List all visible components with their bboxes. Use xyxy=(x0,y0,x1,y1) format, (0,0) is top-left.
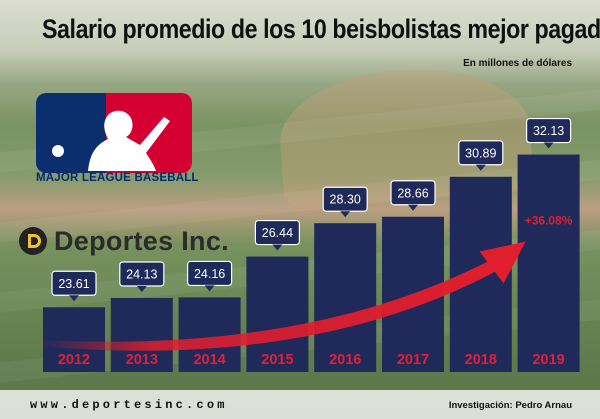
value-callout-pointer xyxy=(272,244,283,251)
bar-2015 xyxy=(246,256,309,372)
brand-name: Deportes Inc. xyxy=(54,225,229,256)
value-callout-pointer xyxy=(475,164,486,171)
value-callout: 32.13 xyxy=(525,117,572,149)
year-label: 2015 xyxy=(261,352,293,368)
value-callout: 30.89 xyxy=(458,140,504,171)
footer-bar xyxy=(0,390,600,419)
value-callout-pointer xyxy=(136,285,147,292)
growth-annotation: +36.08% xyxy=(525,214,573,228)
bar-2013 xyxy=(110,297,173,372)
year-label: 2013 xyxy=(126,352,158,368)
growth-arrow-layer xyxy=(39,241,526,351)
bar-2016 xyxy=(314,223,377,372)
value-label: 32.13 xyxy=(533,124,564,138)
growth-arrow-shaft xyxy=(39,259,496,351)
value-callout-pointer xyxy=(543,142,554,149)
value-label: 28.30 xyxy=(330,193,361,207)
value-label: 26.44 xyxy=(262,226,293,240)
bar-2012 xyxy=(43,307,105,372)
value-callout-pointer xyxy=(204,285,215,292)
value-callout: 28.66 xyxy=(390,180,436,211)
mlb-logo-icon xyxy=(36,93,192,173)
year-label: 2017 xyxy=(397,352,429,368)
year-label: 2012 xyxy=(58,352,90,368)
value-callout: 28.30 xyxy=(322,186,368,218)
brand-logo: Deportes Inc. xyxy=(18,224,229,258)
value-label: 30.89 xyxy=(465,146,496,160)
value-callout-pointer xyxy=(69,295,79,302)
value-callout: 26.44 xyxy=(254,219,300,251)
year-label: 2019 xyxy=(532,352,564,368)
value-label: 24.16 xyxy=(194,267,225,281)
value-callout-pointer xyxy=(408,204,418,211)
growth-arrow-head xyxy=(479,241,526,284)
value-callout: 24.13 xyxy=(119,261,165,292)
chart-subtitle: En millones de dólares xyxy=(463,58,572,69)
value-callout-pointer xyxy=(340,211,351,218)
website-url: www.deportesinc.com xyxy=(30,398,228,412)
value-callout: 24.16 xyxy=(187,260,233,292)
value-label: 24.13 xyxy=(126,267,157,281)
year-label: 2018 xyxy=(465,352,497,368)
deportes-logo-icon xyxy=(19,227,47,255)
page-title: Salario promedio de los 10 beisbolistas … xyxy=(42,14,600,44)
value-label: 28.66 xyxy=(397,186,428,200)
mlb-wordmark: MAJOR LEAGUE BASEBALL xyxy=(36,172,199,184)
bar-2014 xyxy=(178,297,241,372)
year-label: 2016 xyxy=(329,352,361,368)
value-label: 23.61 xyxy=(58,277,89,291)
bars-layer xyxy=(43,154,580,372)
year-label: 2014 xyxy=(193,352,225,368)
labels-layer: +36.08% 23.61 2012 24.13 2013 24.16 2014 26.44 2… xyxy=(51,117,573,368)
value-callout: 23.61 xyxy=(51,270,97,302)
research-credit: Investigación: Pedro Arnau xyxy=(448,400,572,411)
bar-2019 xyxy=(517,154,580,372)
